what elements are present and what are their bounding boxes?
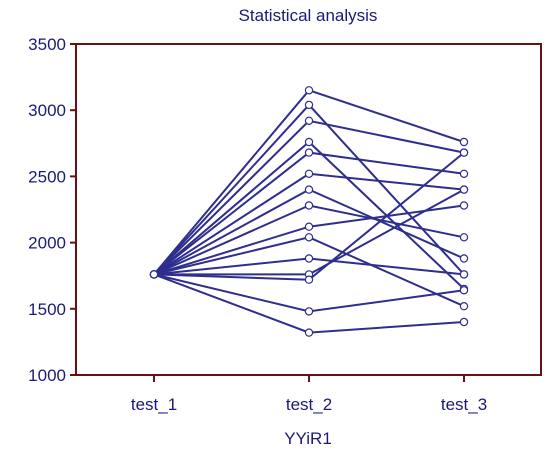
series-points — [149, 86, 469, 337]
data-point — [459, 233, 469, 242]
data-point — [459, 286, 469, 295]
data-point — [304, 169, 314, 178]
data-point — [459, 317, 469, 327]
data-point — [149, 270, 159, 279]
y-tick-label: 3000 — [28, 101, 66, 120]
data-point — [459, 169, 469, 178]
data-point — [304, 116, 314, 126]
data-point — [459, 148, 469, 157]
y-tick-label: 1500 — [28, 300, 66, 319]
data-point — [459, 185, 469, 194]
x-axis-label: YYiR1 — [284, 429, 332, 448]
data-point — [304, 254, 314, 263]
data-point — [459, 302, 469, 311]
x-tick-label: test_1 — [131, 395, 177, 414]
x-axis: test_1 test_2 test_3 — [131, 375, 487, 414]
data-point — [459, 137, 469, 147]
data-point — [304, 307, 314, 316]
data-point — [304, 100, 314, 110]
y-tick-label: 1000 — [28, 366, 66, 385]
data-point — [304, 148, 314, 157]
series-lines — [153, 89, 465, 334]
x-tick-label: test_3 — [441, 395, 487, 414]
data-point — [304, 137, 314, 147]
data-point — [304, 185, 314, 194]
data-point — [459, 254, 469, 263]
data-point — [304, 233, 314, 242]
data-point — [304, 201, 314, 210]
y-axis: 1000 1500 2000 2500 3000 3500 — [28, 35, 76, 385]
data-point — [304, 328, 314, 337]
x-tick-label: test_2 — [286, 395, 332, 414]
data-point — [304, 222, 314, 231]
data-point — [459, 201, 469, 210]
chart-title: Statistical analysis — [239, 6, 378, 25]
data-point — [459, 270, 469, 279]
y-tick-label: 2500 — [28, 167, 66, 186]
y-tick-label: 3500 — [28, 35, 66, 54]
y-tick-label: 2000 — [28, 234, 66, 253]
data-point — [304, 86, 314, 95]
data-point — [304, 275, 314, 284]
